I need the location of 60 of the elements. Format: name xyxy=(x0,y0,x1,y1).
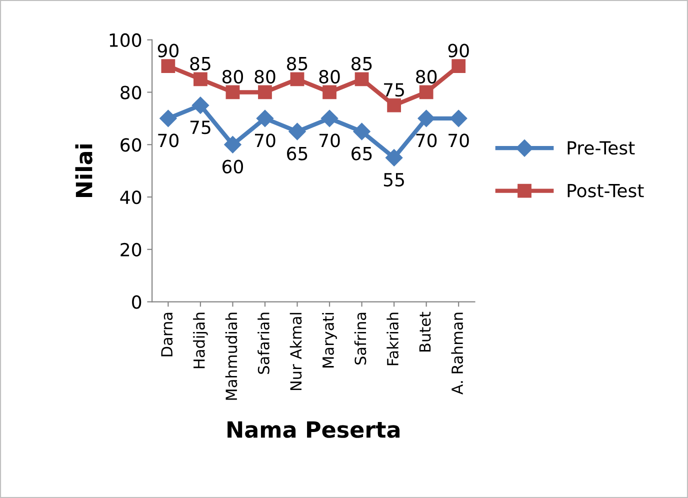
x-tick-label: Hadijah xyxy=(193,312,208,368)
data-label: 75 xyxy=(384,83,404,97)
point xyxy=(386,149,403,166)
point xyxy=(450,110,468,127)
point xyxy=(452,59,466,73)
data-label: 70 xyxy=(416,134,437,148)
data-label: 65 xyxy=(287,146,308,160)
data-label: 85 xyxy=(190,56,210,70)
point xyxy=(194,72,208,86)
data-label: 70 xyxy=(448,134,469,148)
data-label: 90 xyxy=(158,44,178,58)
data-label: 80 xyxy=(254,70,276,84)
point xyxy=(161,59,176,73)
data-label: 70 xyxy=(254,134,276,148)
y-axis-title: Nilai xyxy=(75,144,92,197)
data-label: 80 xyxy=(319,70,340,84)
data-label: 55 xyxy=(384,173,404,187)
point xyxy=(256,110,274,127)
legend-label: Post-Test xyxy=(568,184,644,198)
y-tick-label: 80 xyxy=(120,86,142,100)
x-tick-label: Safariah xyxy=(258,312,270,374)
y-tick-label: 60 xyxy=(120,138,142,152)
point xyxy=(258,85,272,100)
x-axis-title: Nama Peserta xyxy=(228,421,400,438)
x-tick-label: Butet xyxy=(419,312,431,352)
y-tick-label: 100 xyxy=(110,33,142,47)
point xyxy=(288,122,306,140)
point xyxy=(224,136,242,154)
x-tick-label: Darna xyxy=(161,312,173,356)
point xyxy=(290,72,304,86)
legend-label: Pre-Test xyxy=(568,141,635,155)
data-label: 65 xyxy=(352,146,372,160)
point xyxy=(320,110,338,127)
x-tick-label: A. Rahman xyxy=(451,312,464,395)
x-tick-label: Maryati xyxy=(322,312,337,368)
point xyxy=(354,72,369,86)
point xyxy=(387,98,401,112)
point xyxy=(353,122,370,140)
point xyxy=(226,85,240,100)
point xyxy=(160,110,177,127)
point xyxy=(418,110,435,127)
data-label: 70 xyxy=(158,134,178,148)
x-tick-label: Fakriah xyxy=(386,312,398,366)
x-tick-label: Nur Akmal xyxy=(290,312,302,390)
data-label: 80 xyxy=(222,70,244,84)
y-tick-label: 20 xyxy=(120,242,142,257)
x-tick-label: Safrina xyxy=(354,312,366,365)
data-label: 60 xyxy=(222,160,244,174)
point xyxy=(192,96,209,114)
point xyxy=(322,85,336,100)
data-label: 70 xyxy=(320,134,340,148)
y-tick-label: 0 xyxy=(132,295,142,309)
data-label: 85 xyxy=(352,56,372,70)
data-label: 75 xyxy=(190,120,210,134)
x-tick-label: Mahmudiah xyxy=(225,312,238,400)
y-tick-label: 40 xyxy=(120,190,142,204)
data-label: 80 xyxy=(416,70,437,84)
data-label: 90 xyxy=(448,44,469,58)
data-label: 85 xyxy=(286,56,308,70)
point xyxy=(419,85,434,100)
